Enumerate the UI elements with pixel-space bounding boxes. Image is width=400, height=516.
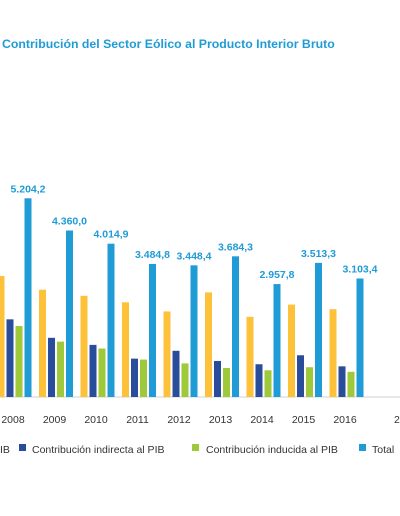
bar-total-2015 — [315, 262, 322, 397]
legend-induced-label: Contribución inducida al PIB — [206, 444, 338, 456]
bar-direct-2013 — [205, 292, 212, 397]
bar-total-2014 — [273, 284, 281, 397]
legend-direct-label: IB — [0, 444, 10, 456]
bar-indirect-2010 — [89, 344, 97, 397]
bar-direct-2014 — [246, 316, 254, 397]
bar-induced-2008 — [15, 325, 23, 397]
legend-total-swatch — [359, 444, 366, 451]
legend-induced-swatch — [192, 444, 199, 451]
value-label-2015: 3.513,3 — [301, 248, 336, 260]
bar-total-2016 — [356, 278, 364, 397]
bar-total-2011 — [149, 263, 156, 397]
x-tick-2013: 2013 — [209, 414, 233, 426]
bar-total-2012 — [190, 265, 198, 397]
x-tick-2015: 2015 — [292, 414, 316, 426]
bar-indirect-2015 — [297, 355, 304, 397]
bar-indirect-2016 — [338, 366, 346, 397]
x-tick-2010: 2010 — [84, 414, 108, 426]
bar-direct-2009 — [39, 289, 46, 397]
bar-induced-2013 — [223, 367, 230, 397]
value-label-2011: 3.484,8 — [135, 249, 170, 261]
bar-direct-2016 — [329, 309, 337, 397]
x-tick-partial: 2 — [394, 414, 400, 426]
value-label-2014: 2.957,8 — [259, 269, 294, 281]
chart-title: Contribución del Sector Eólico al Produc… — [2, 37, 335, 51]
bar-direct-2015 — [288, 304, 295, 397]
bar-induced-2009 — [57, 341, 64, 397]
legend-indirect-label: Contribución indirecta al PIB — [32, 444, 165, 456]
bar-direct-2008 — [0, 275, 5, 397]
bar-indirect-2009 — [48, 337, 55, 397]
bar-induced-2012 — [181, 363, 189, 397]
bar-induced-2015 — [306, 367, 313, 397]
legend-total-label: Total — [372, 444, 394, 456]
x-tick-2008: 2008 — [1, 414, 25, 426]
bar-direct-2010 — [80, 295, 88, 397]
x-tick-2009: 2009 — [43, 414, 67, 426]
bar-induced-2014 — [264, 370, 272, 397]
bar-induced-2016 — [347, 371, 355, 397]
bar-indirect-2008 — [6, 319, 14, 397]
value-label-2012: 3.448,4 — [176, 250, 211, 262]
bar-total-2008 — [24, 198, 32, 397]
value-label-2008: 5.204,2 — [10, 183, 45, 195]
bar-direct-2011 — [122, 302, 129, 397]
legend-indirect-swatch — [19, 444, 26, 451]
x-tick-2011: 2011 — [126, 414, 149, 426]
value-label-2013: 3.684,3 — [218, 241, 253, 253]
value-label-2010: 4.014,9 — [93, 229, 128, 241]
bar-direct-2012 — [163, 311, 171, 397]
value-label-2016: 3.103,4 — [342, 264, 377, 276]
bar-indirect-2011 — [131, 358, 138, 397]
bar-induced-2011 — [140, 359, 147, 397]
bar-indirect-2012 — [172, 350, 180, 397]
bar-total-2009 — [66, 230, 73, 397]
x-tick-2012: 2012 — [167, 414, 191, 426]
bar-induced-2010 — [98, 348, 106, 397]
bar-total-2010 — [107, 243, 115, 397]
x-tick-2014: 2014 — [250, 414, 274, 426]
x-tick-2016: 2016 — [333, 414, 357, 426]
value-label-2009: 4.360,0 — [52, 216, 87, 228]
bar-indirect-2014 — [255, 364, 263, 397]
bar-indirect-2013 — [214, 360, 221, 397]
bar-total-2013 — [232, 256, 239, 397]
